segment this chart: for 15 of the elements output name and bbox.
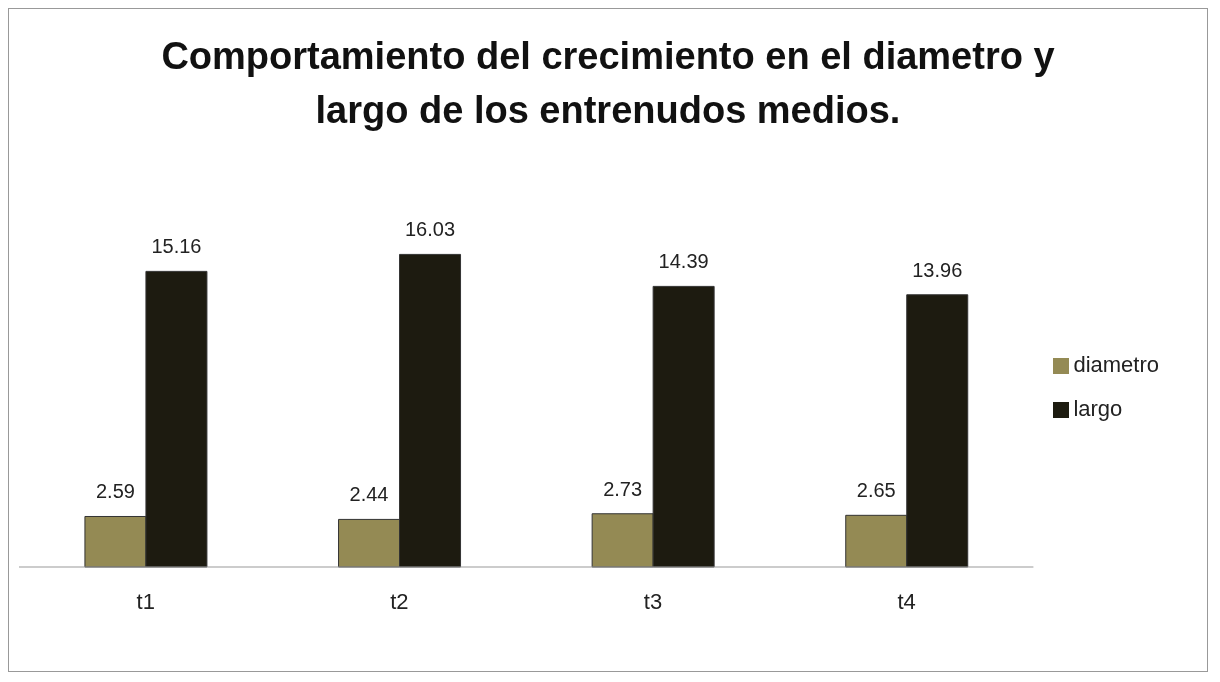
x-tick-label: t2 [390,588,409,614]
x-tick-label: t1 [136,588,155,614]
data-label: 2.65 [856,479,896,502]
data-label: 2.73 [603,477,643,500]
data-label: 2.44 [349,483,389,506]
data-label: 16.03 [405,218,456,241]
legend-label: largo [1073,396,1123,421]
legend-label: diametro [1073,352,1159,377]
chart-title: Comportamiento del crecimiento en el diametro y largo de los entrenudos medios. [160,34,1056,133]
data-label: 14.39 [658,250,709,273]
x-tick-label: t3 [643,588,663,614]
x-tick-label: t4 [897,588,916,614]
data-label: 13.96 [912,258,963,281]
data-label: 2.59 [95,480,135,503]
data-label: 15.16 [151,235,202,258]
